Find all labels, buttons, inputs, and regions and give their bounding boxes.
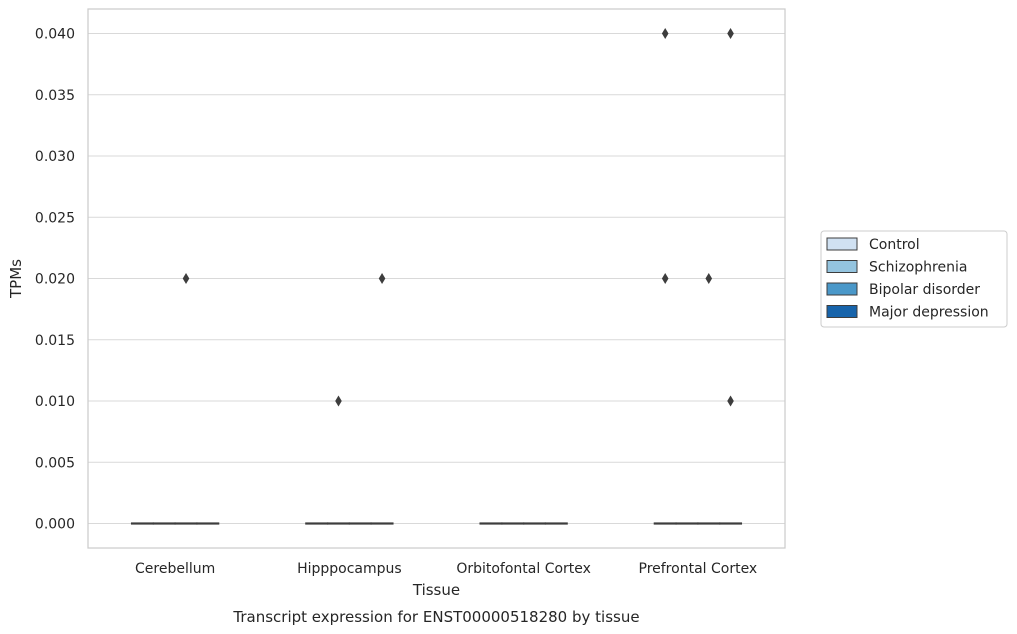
legend-swatch [826, 282, 858, 296]
x-tick-label: Cerebellum [135, 561, 215, 577]
outlier-points [182, 28, 734, 407]
outlier-point [661, 273, 669, 284]
x-tick-label: Hipppocampus [297, 561, 402, 577]
y-axis-label: TPMs [7, 259, 25, 299]
outlier-point [335, 395, 342, 407]
y-tick-label: 0.000 [35, 517, 75, 533]
y-gridlines [88, 32, 785, 525]
outlier-point [661, 28, 669, 39]
legend-swatch [826, 260, 858, 273]
legend-label: Bipolar disorder [869, 282, 980, 298]
chart-caption: Transcript expression for ENST0000051828… [232, 608, 639, 626]
y-tick-label: 0.010 [35, 394, 75, 410]
y-tick-label: 0.005 [35, 455, 75, 471]
x-tick-labels: Cerebellum Hipppocampus Orbitofontal Corte… [135, 561, 757, 577]
y-tick-label: 0.020 [35, 272, 75, 288]
legend-frame [820, 230, 1008, 328]
legend-swatch [826, 305, 858, 318]
legend-label: Schizophrenia [869, 260, 967, 276]
outlier-point [378, 273, 386, 284]
x-tick-label: Prefrontal Cortex [639, 561, 758, 577]
legend-label: Major depression [869, 305, 989, 321]
outlier-point [727, 395, 734, 407]
outlier-point [705, 273, 713, 284]
legend-swatch [826, 237, 858, 251]
y-tick-label: 0.025 [35, 210, 75, 226]
outlier-point [182, 273, 190, 284]
x-axis-label: Tissue [412, 581, 460, 599]
legend: Control Schizophrenia Bipolar disorder Majo… [820, 230, 1008, 328]
y-tick-label: 0.030 [35, 149, 75, 165]
box-groups [130, 522, 743, 525]
y-tick-label: 0.035 [35, 88, 75, 104]
outlier-point [727, 28, 734, 39]
plot-area-frame [87, 8, 786, 549]
y-tick-label: 0.040 [35, 27, 75, 43]
legend-label: Control [869, 237, 920, 253]
y-tick-labels: 0.000 0.005 0.010 0.015 0.020 0.025 0.030 0.035… [35, 27, 75, 533]
y-tick-label: 0.015 [35, 333, 75, 349]
x-tick-label: Orbitofontal Cortex [456, 561, 591, 577]
